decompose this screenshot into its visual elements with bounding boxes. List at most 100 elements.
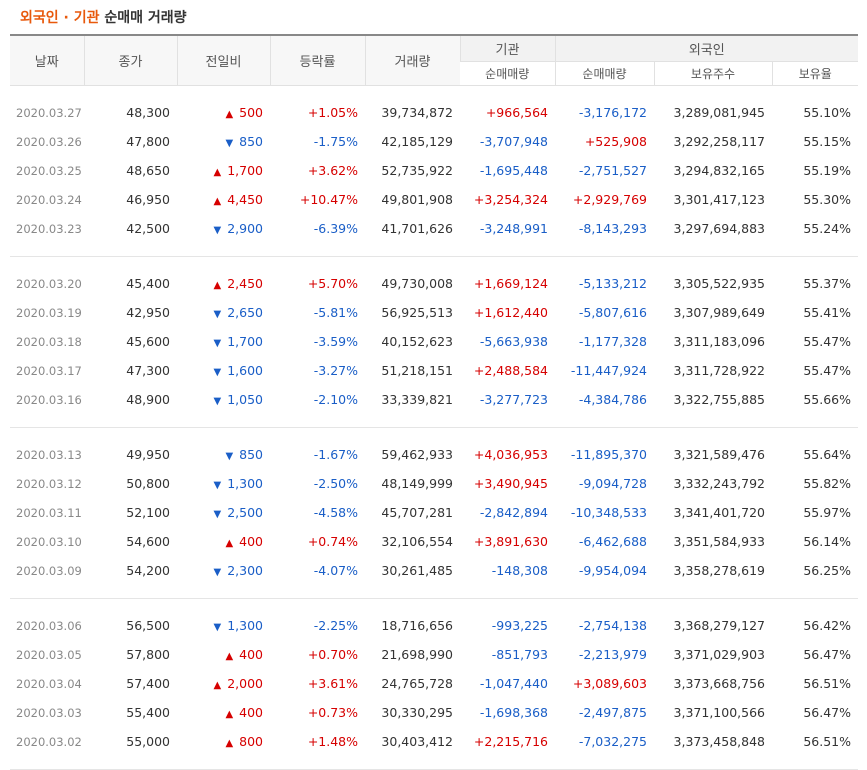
group-spacer xyxy=(10,428,858,441)
cell-date: 2020.03.16 xyxy=(16,392,82,407)
cell-foreign-net: -2,213,979 xyxy=(578,647,647,662)
cell-volume: 18,716,656 xyxy=(381,618,453,633)
cell-foreign-ratio: 56.25% xyxy=(803,563,852,578)
cell-rate: -2.25% xyxy=(313,618,358,633)
cell-rate: -3.59% xyxy=(313,334,358,349)
cell-rate: -4.07% xyxy=(313,563,358,578)
cell-foreign-net: -2,754,138 xyxy=(578,618,647,633)
group-spacer xyxy=(10,257,858,270)
cell-foreign-net: -9,094,728 xyxy=(578,476,647,491)
table-row: 2020.03.18 45,600 ▼ 1,700 -3.59% 40,152,623 -5… xyxy=(10,327,858,356)
cell-foreign-shares: 3,358,278,619 xyxy=(673,563,765,578)
cell-inst-net: -2,842,894 xyxy=(479,505,548,520)
table-row: 2020.03.06 56,500 ▼ 1,300 -2.25% 18,716,656 -9… xyxy=(10,611,858,640)
cell-foreign-net: -2,497,875 xyxy=(578,705,647,720)
triangle-up-icon: ▲ xyxy=(225,538,234,549)
header-institution: 기관 xyxy=(459,35,555,62)
cell-rate: +1.48% xyxy=(307,734,358,749)
cell-close: 48,650 xyxy=(126,163,170,178)
cell-foreign-shares: 3,332,243,792 xyxy=(673,476,765,491)
cell-date: 2020.03.20 xyxy=(16,276,82,291)
cell-rate: +3.61% xyxy=(307,676,358,691)
cell-date: 2020.03.12 xyxy=(16,476,82,491)
cell-foreign-shares: 3,341,401,720 xyxy=(673,505,765,520)
cell-foreign-net: -5,807,616 xyxy=(578,305,647,320)
cell-foreign-ratio: 56.51% xyxy=(803,676,852,691)
cell-date: 2020.03.10 xyxy=(16,534,82,549)
cell-close: 57,800 xyxy=(126,647,170,662)
change-value: 2,000 xyxy=(227,676,263,691)
cell-foreign-shares: 3,292,258,117 xyxy=(673,134,765,149)
cell-inst-net: -3,277,723 xyxy=(479,392,548,407)
cell-foreign-ratio: 55.15% xyxy=(803,134,852,149)
cell-date: 2020.03.27 xyxy=(16,105,82,120)
cell-close: 55,400 xyxy=(126,705,170,720)
header-foreign-net: 순매매량 xyxy=(554,61,654,86)
header-close: 종가 xyxy=(83,35,177,86)
table-row: 2020.03.25 48,650 ▲ 1,700 +3.62% 52,735,922 -1… xyxy=(10,156,858,185)
cell-volume: 52,735,922 xyxy=(381,163,453,178)
cell-close: 55,000 xyxy=(126,734,170,749)
cell-foreign-ratio: 55.47% xyxy=(803,334,852,349)
cell-date: 2020.03.18 xyxy=(16,334,82,349)
cell-date: 2020.03.17 xyxy=(16,363,82,378)
cell-close: 54,200 xyxy=(126,563,170,578)
triangle-down-icon: ▼ xyxy=(213,622,222,633)
header-change: 전일비 xyxy=(176,35,270,86)
header-foreign-shares: 보유주수 xyxy=(653,61,772,86)
header-rate: 등락률 xyxy=(269,35,365,86)
cell-foreign-shares: 3,373,668,756 xyxy=(673,676,765,691)
cell-volume: 49,730,008 xyxy=(381,276,453,291)
cell-volume: 45,707,281 xyxy=(381,505,453,520)
triangle-up-icon: ▲ xyxy=(225,651,234,662)
cell-close: 49,950 xyxy=(126,447,170,462)
cell-close: 45,600 xyxy=(126,334,170,349)
cell-date: 2020.03.23 xyxy=(16,221,82,236)
change-value: 1,600 xyxy=(227,363,263,378)
cell-volume: 24,765,728 xyxy=(381,676,453,691)
cell-foreign-shares: 3,322,755,885 xyxy=(673,392,765,407)
cell-foreign-shares: 3,307,989,649 xyxy=(673,305,765,320)
cell-close: 46,950 xyxy=(126,192,170,207)
cell-volume: 42,185,129 xyxy=(381,134,453,149)
table-row: 2020.03.23 42,500 ▼ 2,900 -6.39% 41,701,626 -3… xyxy=(10,214,858,243)
cell-volume: 48,149,999 xyxy=(381,476,453,491)
triangle-down-icon: ▼ xyxy=(213,338,222,349)
cell-rate: -2.10% xyxy=(313,392,358,407)
cell-date: 2020.03.05 xyxy=(16,647,82,662)
cell-foreign-ratio: 55.37% xyxy=(803,276,852,291)
table-row: 2020.03.13 49,950 ▼ 850 -1.67% 59,462,933 +4,0… xyxy=(10,440,858,469)
cell-inst-net: +1,612,440 xyxy=(473,305,548,320)
cell-close: 45,400 xyxy=(126,276,170,291)
cell-foreign-ratio: 55.66% xyxy=(803,392,852,407)
cell-close: 57,400 xyxy=(126,676,170,691)
cell-rate: -5.81% xyxy=(313,305,358,320)
triangle-down-icon: ▼ xyxy=(213,509,222,520)
cell-inst-net: +3,891,630 xyxy=(473,534,548,549)
cell-rate: +0.74% xyxy=(307,534,358,549)
cell-volume: 30,261,485 xyxy=(381,563,453,578)
cell-rate: -4.58% xyxy=(313,505,358,520)
cell-date: 2020.03.03 xyxy=(16,705,82,720)
cell-foreign-shares: 3,371,029,903 xyxy=(673,647,765,662)
title-net-volume: 순매매 거래량 xyxy=(104,10,187,26)
cell-foreign-net: -4,384,786 xyxy=(578,392,647,407)
triangle-down-icon: ▼ xyxy=(213,480,222,491)
cell-inst-net: +4,036,953 xyxy=(473,447,548,462)
triangle-down-icon: ▼ xyxy=(213,309,222,320)
cell-foreign-ratio: 55.30% xyxy=(803,192,852,207)
group-divider xyxy=(10,414,859,428)
cell-rate: +3.62% xyxy=(307,163,358,178)
table-row: 2020.03.09 54,200 ▼ 2,300 -4.07% 30,261,485 -1… xyxy=(10,556,858,585)
cell-foreign-shares: 3,305,522,935 xyxy=(673,276,765,291)
cell-volume: 59,462,933 xyxy=(381,447,453,462)
cell-foreign-shares: 3,373,458,848 xyxy=(673,734,765,749)
cell-volume: 30,330,295 xyxy=(381,705,453,720)
cell-change: ▼ 1,600 xyxy=(177,356,270,385)
header-volume: 거래량 xyxy=(364,35,460,86)
cell-foreign-net: -7,032,275 xyxy=(578,734,647,749)
change-value: 850 xyxy=(239,134,263,149)
cell-change: ▼ 1,300 xyxy=(177,469,270,498)
cell-foreign-net: -11,447,924 xyxy=(570,363,647,378)
table-row: 2020.03.03 55,400 ▲ 400 +0.73% 30,330,295 -1,6… xyxy=(10,698,858,727)
